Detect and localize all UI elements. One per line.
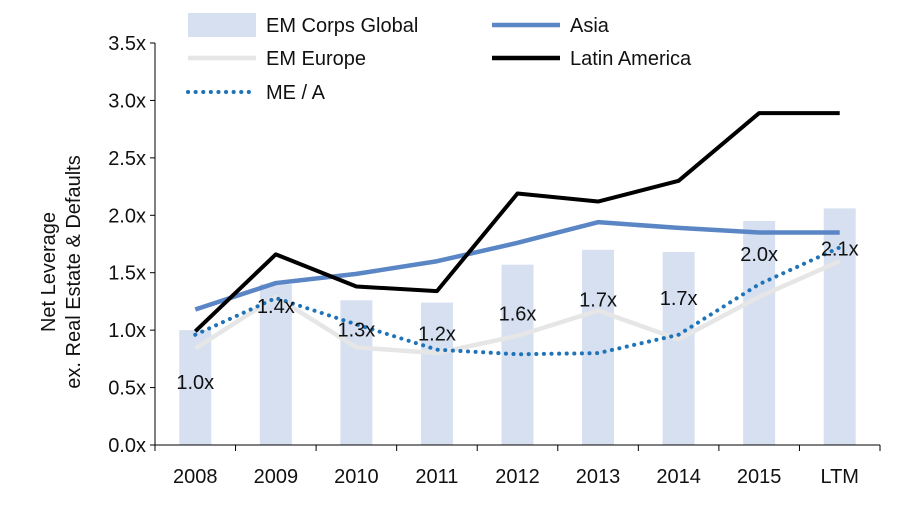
bar-data-label: 2.0x [740, 244, 778, 266]
series-line-em-europe [194, 259, 841, 356]
bar-2015 [743, 221, 776, 445]
bar-labels-group: 1.0x 1.4x 1.3x 1.2x 1.6x 1.7x 1.7x 2.0x 2.1x [176, 238, 858, 394]
bar-data-label: 1.4x [257, 296, 295, 318]
bar-data-label: 1.7x [660, 288, 698, 310]
lines-group [193, 111, 842, 357]
y-axis-title: Net Leverage ex. Real Estate & Defaults [38, 155, 85, 388]
bar-2009 [259, 284, 292, 445]
x-tick-label: 2010 [334, 466, 379, 488]
x-tick-label: 2013 [576, 466, 621, 488]
axes-group: 0.0x 0.5x 1.0x 1.5x 2.0x 2.5x 3.0x 3.5x 2008 2009… [108, 33, 881, 488]
bar-2011 [420, 302, 453, 445]
legend-label-latin-america: Latin America [570, 48, 692, 70]
x-tick-label: 2012 [495, 466, 540, 488]
bar-data-label: 1.6x [499, 304, 537, 326]
series-line-latin-america [193, 111, 840, 333]
bar-2014 [662, 252, 695, 445]
series-line-asia [194, 219, 840, 312]
x-tick-label: LTM [820, 466, 859, 488]
legend: EM Corps Global Asia EM Europe Latin Americ… [186, 13, 692, 104]
y-tick-label: 2.0x [108, 205, 146, 227]
x-tick-label: 2009 [254, 466, 299, 488]
legend-label-me-a: ME / A [266, 82, 326, 104]
bar-data-label: 1.0x [176, 372, 214, 394]
y-tick-label: 1.5x [108, 263, 146, 285]
y-axis-title-line: ex. Real Estate & Defaults [63, 155, 85, 388]
y-axis-title-line: Net Leverage [38, 212, 60, 332]
x-tick-label: 2014 [656, 466, 701, 488]
bar-data-label: 2.1x [821, 238, 859, 260]
y-tick-label: 0.5x [108, 378, 146, 400]
legend-swatch-em-corps-global [188, 13, 256, 37]
bar-data-label: 1.2x [418, 324, 456, 346]
bar-data-label: 1.7x [579, 290, 617, 312]
y-tick-label: 3.0x [108, 90, 146, 112]
x-tick-label: 2008 [173, 466, 218, 488]
bar-data-label: 1.3x [337, 319, 375, 341]
x-tick-label: 2015 [737, 466, 782, 488]
x-tick-label: 2011 [415, 466, 458, 488]
y-tick-label: 2.5x [108, 148, 146, 170]
y-tick-label: 1.0x [108, 320, 146, 342]
y-tick-label: 3.5x [108, 33, 146, 55]
legend-label-asia: Asia [570, 15, 610, 37]
bar-2008 [179, 330, 212, 445]
y-axis-title-text: Net Leverage ex. Real Estate & Defaults [38, 155, 85, 388]
legend-label-em-corps-global: EM Corps Global [266, 15, 418, 37]
legend-label-em-europe: EM Europe [266, 48, 366, 70]
bar-2013 [582, 249, 615, 445]
y-tick-label: 0.0x [108, 435, 146, 457]
